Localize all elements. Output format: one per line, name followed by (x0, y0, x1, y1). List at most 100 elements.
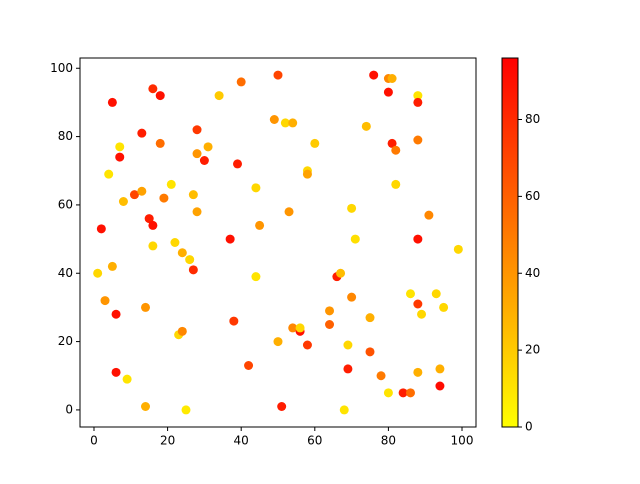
scatter-point (365, 347, 375, 357)
scatter-point (159, 193, 169, 203)
scatter-point (431, 289, 441, 299)
y-tick-label: 80 (58, 129, 73, 143)
scatter-point (229, 316, 239, 326)
scatter-point (284, 207, 294, 217)
scatter-point (251, 183, 261, 193)
scatter-point (137, 186, 147, 196)
scatter-point (155, 138, 165, 148)
scatter-point (115, 152, 125, 162)
scatter-point (93, 268, 103, 278)
scatter-point (453, 244, 463, 254)
scatter-point (111, 309, 121, 319)
scatter-point (302, 340, 312, 350)
scatter-point (148, 220, 158, 230)
scatter-point (413, 234, 423, 244)
x-tick-label: 40 (234, 434, 249, 448)
scatter-point (413, 135, 423, 145)
x-tick-label: 20 (160, 434, 175, 448)
scatter-point (365, 313, 375, 323)
scatter-point (192, 125, 202, 135)
scatter-point (277, 402, 287, 411)
scatter-point (398, 388, 408, 398)
scatter-point (203, 142, 213, 152)
colorbar-tick-label: 60 (525, 189, 540, 203)
scatter-point (361, 121, 371, 131)
scatter-point (391, 179, 401, 189)
scatter-point (435, 364, 445, 374)
scatter-point (347, 203, 357, 213)
y-tick-label: 100 (50, 61, 73, 75)
scatter-point (302, 169, 312, 179)
scatter-point (155, 91, 165, 101)
scatter-point (343, 340, 353, 350)
scatter-point (295, 323, 305, 333)
x-tick-label: 0 (90, 434, 98, 448)
scatter-point (148, 241, 158, 251)
scatter-point (107, 97, 117, 107)
colorbar-tick-label: 20 (525, 343, 540, 357)
scatter-point (269, 115, 279, 124)
y-tick-label: 0 (65, 402, 73, 416)
scatter-point (188, 265, 198, 275)
scatter-point (435, 381, 445, 391)
colorbar-tick-label: 0 (525, 420, 533, 434)
scatter-point (310, 138, 320, 148)
scatter-point (251, 272, 261, 282)
scatter-point (214, 91, 224, 101)
colorbar-tick-label: 80 (525, 112, 540, 126)
scatter-point (325, 306, 335, 316)
scatter-point (369, 70, 379, 80)
scatter-point (439, 302, 449, 312)
scatter-point (383, 87, 393, 97)
scatter-point (192, 207, 202, 217)
scatter-point (225, 234, 235, 244)
scatter-point (100, 296, 110, 306)
scatter-point (280, 118, 290, 128)
colorbar-tick-label: 40 (525, 266, 540, 280)
scatter-point (350, 234, 360, 244)
scatter-point (199, 156, 209, 165)
scatter-point (166, 179, 176, 189)
x-tick-label: 80 (381, 434, 396, 448)
scatter-point (141, 402, 151, 411)
scatter-point (417, 309, 427, 319)
scatter-point (405, 388, 415, 398)
scatter-point (181, 405, 191, 415)
scatter-point (413, 97, 423, 107)
scatter-point (376, 371, 386, 381)
scatter-point (383, 388, 393, 398)
colorbar (501, 57, 519, 428)
scatter-point (244, 361, 254, 370)
scatter-point (137, 128, 147, 138)
scatter-point (273, 337, 283, 347)
scatter-point (343, 364, 353, 374)
scatter-point (129, 190, 139, 200)
scatter-point (413, 91, 423, 101)
scatter-point (115, 142, 125, 152)
scatter-point (255, 220, 265, 230)
scatter-point (144, 214, 154, 224)
scatter-point (387, 138, 397, 148)
scatter-point (104, 169, 114, 179)
scatter-point (170, 238, 180, 247)
y-tick-label: 60 (58, 197, 73, 211)
scatter-point (96, 224, 106, 234)
scatter-point (148, 84, 158, 94)
scatter-point (122, 374, 132, 384)
scatter-point (336, 268, 346, 278)
y-tick-label: 40 (58, 266, 73, 280)
scatter-point (347, 292, 357, 302)
scatter-point (387, 74, 397, 83)
scatter-point (288, 118, 298, 128)
scatter-point (185, 255, 195, 265)
scatter-point (188, 190, 198, 200)
scatter-point (118, 197, 128, 206)
scatter-point (405, 289, 415, 299)
scatter-point (325, 320, 335, 329)
x-tick-label: 100 (451, 434, 474, 448)
scatter-point (111, 367, 121, 377)
scatter-point (288, 323, 298, 333)
scatter-point (192, 149, 202, 159)
scatter-point (391, 145, 401, 155)
